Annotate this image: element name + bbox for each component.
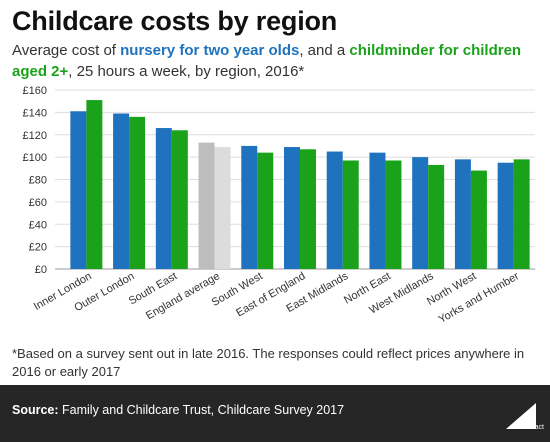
bar-nursery-0 bbox=[70, 111, 87, 269]
chart-title: Childcare costs by region bbox=[12, 6, 338, 36]
bar-nursery-1 bbox=[113, 113, 130, 270]
chart-subtitle: Average cost of nursery for two year old… bbox=[12, 40, 540, 82]
subtitle-childminder-label: childminder for children aged 2+ bbox=[12, 42, 522, 80]
footnote: *Based on a survey sent out in late 2016… bbox=[12, 346, 525, 379]
bar-nursery-8 bbox=[412, 157, 429, 269]
y-tick-label: £120 bbox=[23, 130, 47, 142]
bar-nursery-4 bbox=[241, 145, 258, 269]
bar-childminder-2 bbox=[171, 130, 188, 269]
bar-childminder-9 bbox=[470, 170, 487, 269]
subtitle-nursery-label: nursery for two year olds bbox=[120, 42, 300, 59]
logo-text: Full Fact bbox=[517, 424, 544, 431]
y-tick-label: £40 bbox=[29, 219, 47, 231]
bar-nursery-6 bbox=[326, 151, 343, 269]
full-fact-logo-icon bbox=[506, 403, 536, 429]
bar-childminder-6 bbox=[342, 160, 359, 269]
y-tick-label: £160 bbox=[23, 85, 47, 97]
footer: Source: Family and Childcare Trust, Chil… bbox=[0, 385, 550, 442]
subtitle-part-1: Average cost of bbox=[12, 42, 121, 59]
y-tick-label: £60 bbox=[29, 197, 47, 209]
y-tick-label: £0 bbox=[35, 264, 47, 276]
subtitle-part-5: , 25 hours a week, by region, 2016* bbox=[68, 63, 305, 80]
bar-childminder-4 bbox=[257, 152, 274, 269]
bar-childminder-5 bbox=[300, 149, 316, 269]
x-tick-label: Yorks and Humber bbox=[437, 270, 522, 326]
source-text: Family and Childcare Trust, Childcare Su… bbox=[58, 403, 345, 417]
bar-nursery-9 bbox=[454, 159, 471, 269]
bar-childminder-8 bbox=[428, 164, 445, 269]
bar-nursery-10 bbox=[497, 162, 514, 269]
y-tick-label: £140 bbox=[23, 107, 47, 119]
bar-childminder-7 bbox=[385, 160, 402, 269]
bar-childminder-10 bbox=[513, 159, 530, 269]
bar-nursery-5 bbox=[284, 147, 300, 269]
y-tick-label: £80 bbox=[29, 175, 47, 187]
bar-childminder-1 bbox=[129, 116, 146, 269]
x-tick-label: England average bbox=[144, 270, 222, 322]
y-tick-label: £100 bbox=[23, 152, 47, 164]
source-label: Source: bbox=[12, 403, 59, 417]
bar-childminder-0 bbox=[86, 100, 103, 269]
bar-childminder-3 bbox=[214, 147, 231, 269]
y-tick-label: £20 bbox=[29, 242, 47, 254]
source-line: Source: Family and Childcare Trust, Chil… bbox=[12, 403, 344, 417]
bar-nursery-7 bbox=[369, 152, 386, 269]
bar-nursery-2 bbox=[155, 128, 172, 269]
subtitle-part-3: , and a bbox=[299, 42, 350, 59]
bar-nursery-3 bbox=[198, 142, 215, 269]
